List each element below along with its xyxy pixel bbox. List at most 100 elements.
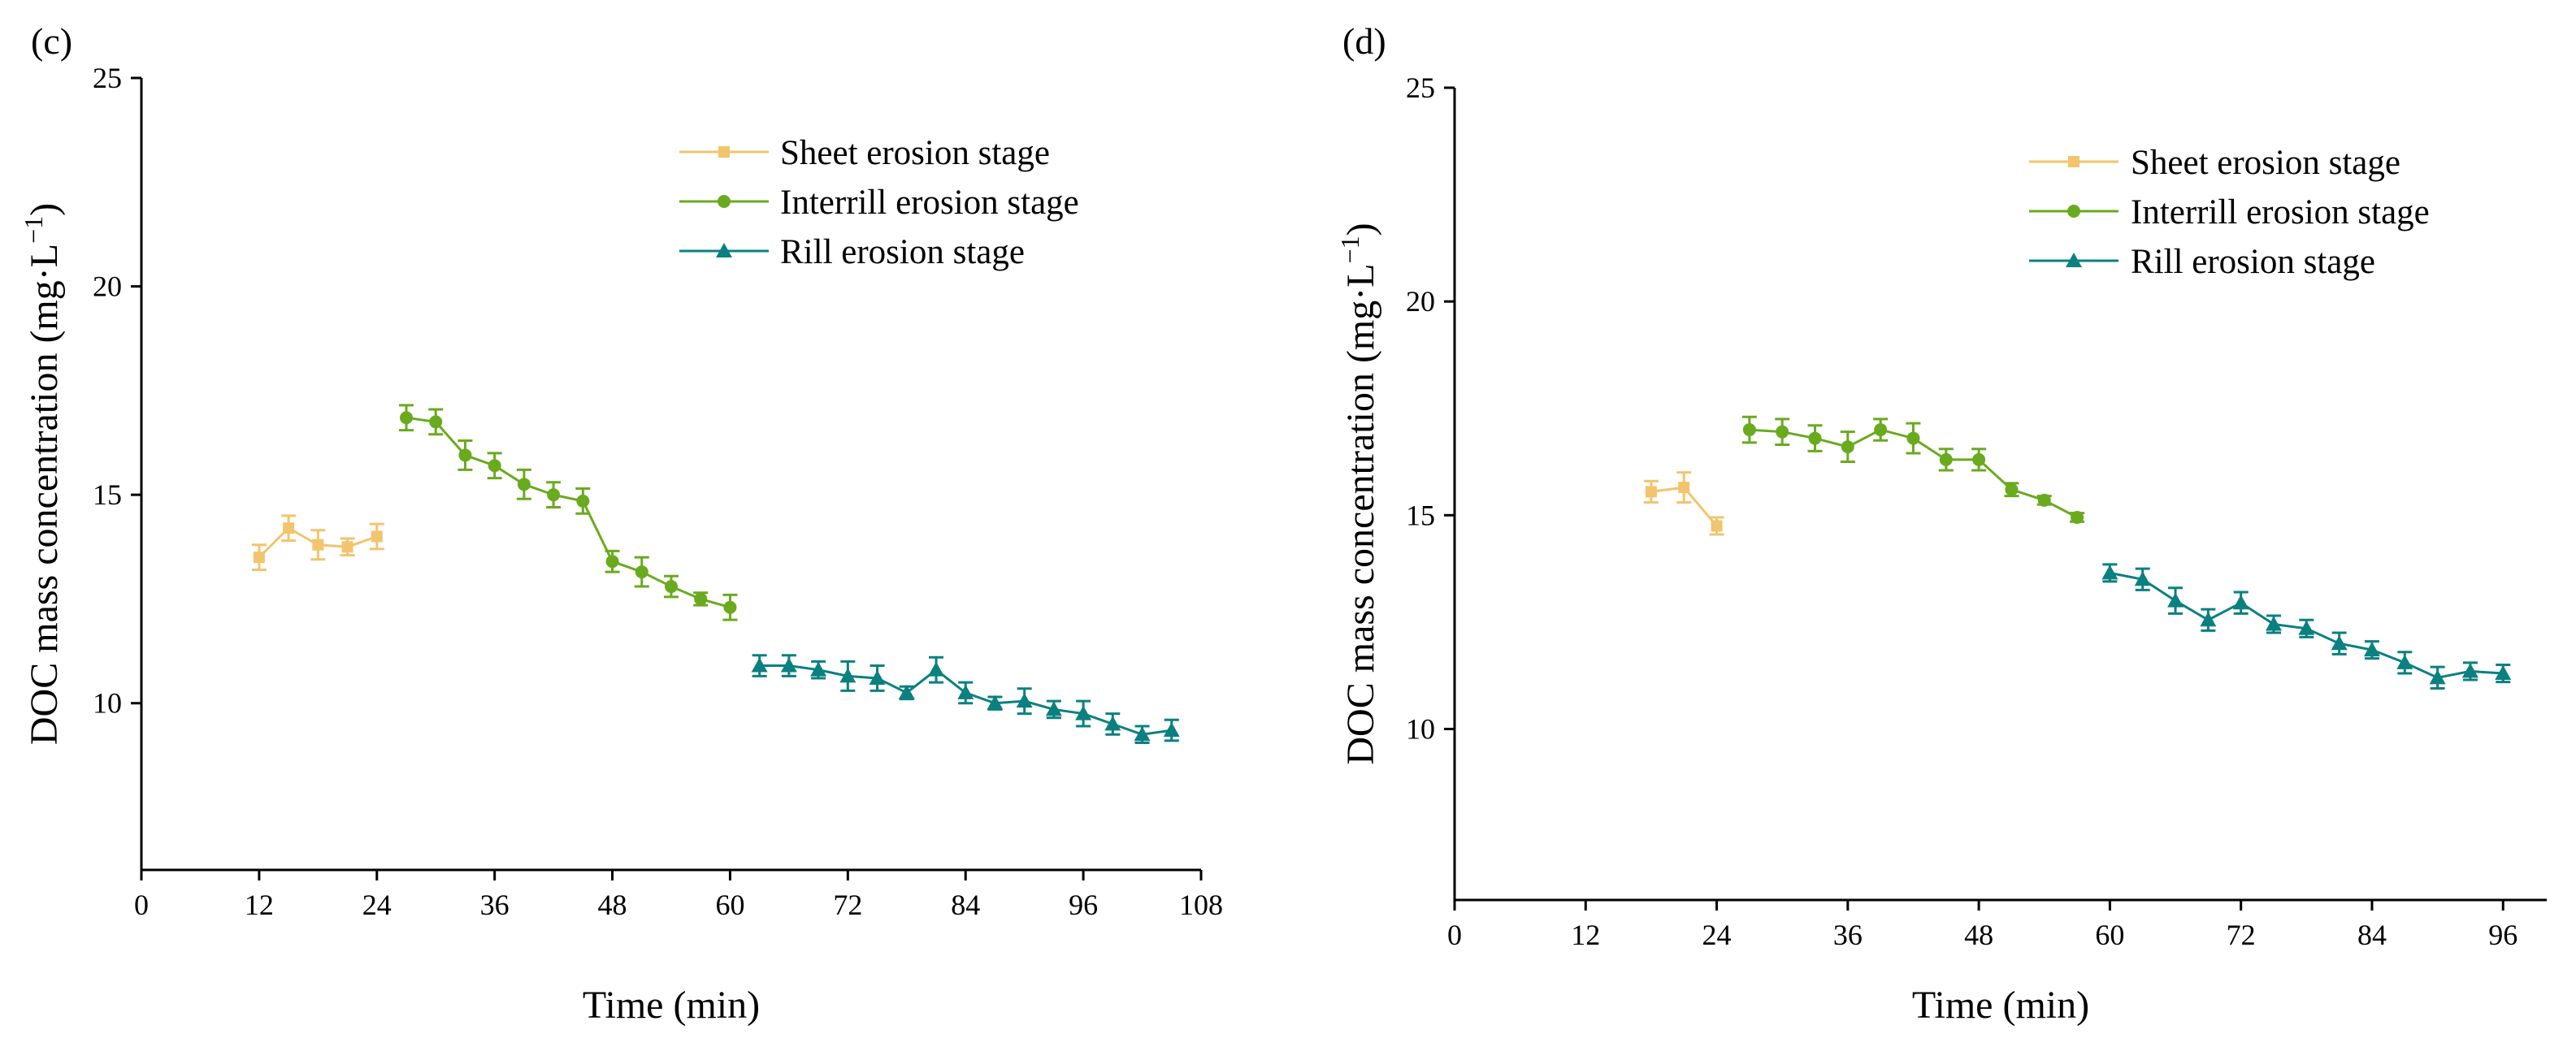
y-axis-title-close: ) (23, 203, 66, 216)
data-point (2101, 565, 2118, 580)
legend-label: Sheet erosion stage (2131, 144, 2400, 182)
data-point (312, 539, 324, 551)
y-tick-label: 10 (93, 687, 122, 720)
legend-marker (2067, 205, 2080, 218)
y-tick-label: 20 (1406, 285, 1435, 318)
data-point (1776, 425, 1789, 439)
data-point (1874, 423, 1888, 437)
x-tick-label: 84 (2357, 919, 2387, 951)
data-point (1972, 452, 1986, 466)
data-point (458, 448, 472, 462)
legend-label: Interrill erosion stage (2131, 193, 2430, 231)
series-circle (1741, 415, 2085, 524)
chart-panel-c: (c) 0 12 24 36 48 60 72 84 96 108 10 15 20 25 Time (min… (19, 20, 1223, 1027)
data-point (2232, 595, 2249, 610)
legend-label: Rill erosion stage (780, 233, 1025, 271)
data-point (694, 592, 708, 606)
data-point (283, 522, 295, 534)
y-axis-title-superscript: −1 (19, 216, 48, 244)
data-point (576, 494, 590, 508)
legend-marker (2066, 253, 2082, 267)
data-point (488, 459, 501, 473)
x-tick-label: 48 (1964, 919, 1993, 951)
data-point (429, 415, 443, 429)
data-point (635, 565, 648, 579)
data-point (839, 668, 856, 683)
x-tick-label: 108 (1179, 889, 1223, 921)
legend-entry: Sheet erosion stage (2029, 144, 2400, 182)
data-point (2167, 592, 2184, 608)
x-axis-title: Time (min) (1912, 984, 2089, 1027)
y-axis-title-close: ) (1339, 223, 1382, 236)
data-point (1742, 423, 1756, 437)
series-square (1643, 471, 1724, 536)
data-point (1016, 693, 1033, 708)
y-axis-title-main: DOC mass concentration (mg·L (23, 244, 66, 745)
data-point (1808, 431, 1822, 445)
data-point (1104, 716, 1121, 731)
data-point (2037, 493, 2051, 507)
data-point (2071, 510, 2084, 524)
data-point (1678, 482, 1690, 494)
data-point (2461, 663, 2478, 678)
legend-marker (718, 146, 730, 158)
data-point (2005, 482, 2019, 496)
data-point (751, 657, 768, 673)
x-tick-label: 24 (362, 889, 392, 921)
data-point (957, 684, 974, 699)
data-point (810, 661, 827, 677)
data-point (898, 684, 915, 699)
legend-entry: Rill erosion stage (2029, 243, 2375, 281)
y-axis-title: DOC mass concentration (mg·L−1) (1335, 223, 1382, 764)
x-tick-label: 60 (715, 889, 744, 921)
legend-entry: Sheet erosion stage (679, 134, 1050, 172)
data-point (2298, 620, 2315, 635)
data-point (371, 530, 383, 543)
data-point (605, 555, 619, 569)
data-point (1711, 520, 1723, 532)
data-point (2495, 665, 2512, 681)
x-tick-label: 12 (1571, 919, 1600, 951)
panel-label: (c) (31, 20, 72, 62)
data-point (2266, 616, 2282, 631)
data-point (2363, 642, 2380, 657)
x-tick-label: 12 (245, 889, 274, 921)
x-tick-label: 36 (480, 889, 510, 921)
panel-label: (d) (1342, 20, 1386, 62)
legend-label: Rill erosion stage (2131, 243, 2375, 281)
data-point (1841, 440, 1854, 454)
y-tick-label: 25 (93, 62, 122, 94)
legend-marker (716, 243, 732, 257)
x-tick-label: 48 (598, 889, 627, 921)
x-tick-label: 60 (2095, 919, 2124, 951)
x-tick-label: 0 (1447, 919, 1462, 951)
legend-marker (718, 195, 731, 208)
data-point (1906, 431, 1920, 445)
legend-marker (2068, 156, 2079, 167)
x-tick-label: 0 (134, 889, 149, 921)
series-square (251, 514, 384, 572)
data-point (2134, 571, 2151, 586)
legend-label: Sheet erosion stage (780, 134, 1050, 172)
data-point (2200, 612, 2217, 627)
y-axis-title: DOC mass concentration (mg·L−1) (19, 203, 66, 745)
y-tick-label: 15 (1406, 499, 1435, 531)
data-point (780, 657, 797, 673)
x-tick-label: 72 (2227, 919, 2256, 951)
x-tick-label: 24 (1702, 919, 1732, 951)
y-axis-title-main: DOC mass concentration (mg·L (1339, 263, 1382, 764)
data-point (2396, 654, 2413, 669)
data-point (665, 580, 678, 594)
legend-entry: Interrill erosion stage (2029, 193, 2430, 231)
series-triangle (2101, 563, 2512, 690)
x-tick-label: 36 (1833, 919, 1863, 951)
series-circle (399, 404, 738, 621)
series-line (405, 416, 731, 609)
data-point (341, 541, 353, 553)
data-point (517, 478, 531, 491)
data-point (547, 488, 561, 502)
data-point (1045, 701, 1062, 716)
y-tick-label: 15 (93, 478, 122, 511)
data-point (1645, 486, 1657, 498)
